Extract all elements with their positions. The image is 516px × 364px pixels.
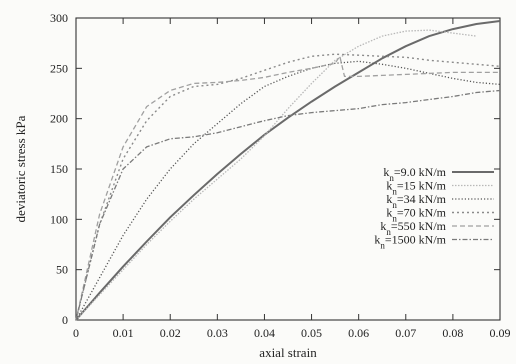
x-axis-label: axial strain [259, 345, 317, 360]
x-tick-label: 0.08 [442, 326, 463, 340]
series-lines [75, 20, 501, 321]
legend-label: kn=70 kN/m [386, 206, 446, 224]
x-tick-label: 0.07 [395, 326, 416, 340]
y-tick-label: 0 [62, 313, 68, 327]
x-tick-label: 0.01 [113, 326, 134, 340]
x-tick-label: 0.09 [490, 326, 511, 340]
series-line-6 [75, 89, 501, 321]
axis-ticks: 0 0.01 0.02 0.03 0.04 0.05 0.06 0.07 0.08 0.09 0 50… [50, 11, 511, 340]
y-tick-label: 300 [50, 11, 68, 25]
series-line-5 [75, 55, 500, 321]
y-tick-label: 50 [56, 263, 68, 277]
legend-label: kn=9.0 kN/m [383, 165, 446, 183]
x-tick-label: 0.03 [207, 326, 228, 340]
legend-label: kn=550 kN/m [380, 219, 446, 237]
x-tick-label: 0.05 [301, 326, 322, 340]
series-line-1 [75, 20, 501, 321]
x-tick-label: 0.02 [160, 326, 181, 340]
legend-label: kn=1500 kN/m [374, 233, 446, 251]
y-tick-label: 200 [50, 112, 68, 126]
legend: kn=9.0 kN/mkn=15 kN/mkn=34 kN/mkn=70 kN/… [374, 165, 494, 251]
y-tick-label: 100 [50, 212, 68, 226]
y-tick-label: 250 [50, 61, 68, 75]
legend-label: kn=34 kN/m [386, 192, 446, 210]
x-tick-label: 0 [73, 326, 79, 340]
y-tick-label: 150 [50, 162, 68, 176]
y-axis-label: deviatoric stress kPa [13, 115, 28, 222]
series-line-4 [75, 53, 501, 321]
x-tick-label: 0.06 [348, 326, 369, 340]
x-tick-label: 0.04 [254, 326, 275, 340]
series-line-2 [75, 29, 477, 321]
legend-label: kn=15 kN/m [386, 179, 446, 197]
